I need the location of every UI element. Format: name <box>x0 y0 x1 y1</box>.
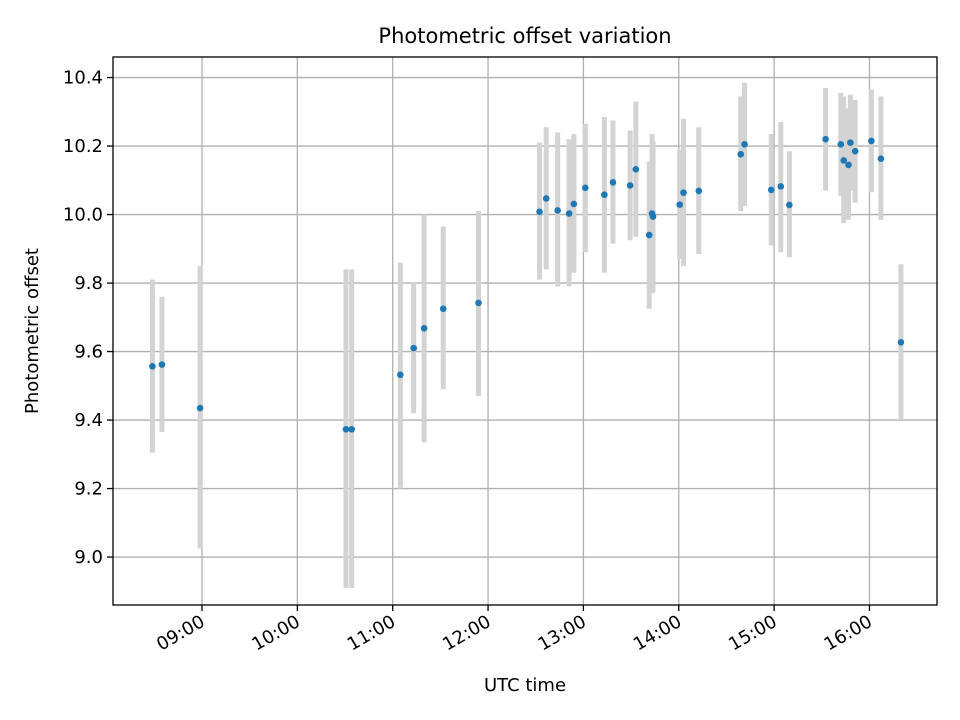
data-point <box>397 371 404 379</box>
data-point <box>420 324 428 332</box>
data-point <box>676 201 684 208</box>
data-point <box>767 186 775 194</box>
data-point <box>536 208 543 216</box>
data-point <box>570 200 578 208</box>
y-tick-label: 10.2 <box>63 136 103 157</box>
data-point <box>565 210 573 217</box>
data-point <box>737 150 745 158</box>
data-point <box>158 361 166 368</box>
y-tick-label: 9.0 <box>74 547 103 568</box>
data-point <box>741 141 748 148</box>
data-point <box>695 187 703 195</box>
y-tick-label: 10.4 <box>63 68 103 89</box>
data-point <box>342 425 350 433</box>
data-point <box>845 161 852 169</box>
data-point <box>439 305 447 313</box>
data-point <box>475 299 482 307</box>
data-point <box>632 166 640 173</box>
data-point <box>626 182 634 189</box>
data-points <box>149 135 905 433</box>
data-point <box>868 137 875 145</box>
y-tick-label: 9.6 <box>74 342 103 363</box>
data-point <box>837 141 845 148</box>
plot-frame <box>112 56 938 606</box>
data-point <box>649 213 657 220</box>
data-point <box>609 179 617 186</box>
y-tick-label: 10.0 <box>63 205 103 226</box>
data-point <box>847 139 854 146</box>
data-point <box>410 344 417 352</box>
data-point <box>777 183 785 190</box>
data-point <box>348 425 355 433</box>
data-point <box>196 404 204 412</box>
chart-title: Photometric offset variation <box>378 24 671 48</box>
data-point <box>851 147 859 155</box>
data-point <box>786 201 793 209</box>
y-tick-label: 9.4 <box>74 410 103 431</box>
y-tick-label: 9.8 <box>74 273 103 294</box>
data-point <box>897 339 905 346</box>
data-point <box>822 135 829 143</box>
y-axis-title: Photometric offset <box>22 248 43 414</box>
data-point <box>680 189 687 196</box>
data-point <box>877 155 885 163</box>
data-point <box>582 184 589 192</box>
data-point <box>840 157 848 164</box>
data-point <box>554 207 561 214</box>
y-axis: 9.0 9.2 9.4 9.6 9.8 10.0 10.2 10.4 <box>63 68 113 568</box>
x-axis-title: UTC time <box>484 675 566 696</box>
y-tick-label: 9.2 <box>74 479 103 500</box>
data-point <box>149 362 156 370</box>
data-point <box>645 231 653 239</box>
grid <box>113 57 937 605</box>
data-point <box>542 195 550 202</box>
data-point <box>601 191 608 198</box>
